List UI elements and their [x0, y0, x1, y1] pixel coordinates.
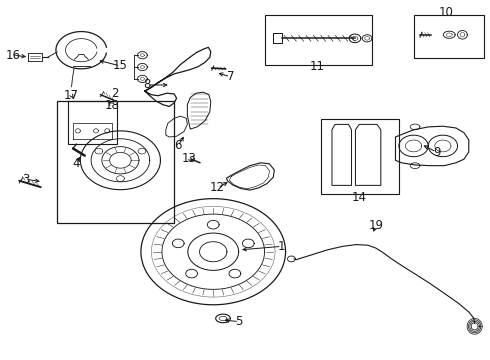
Polygon shape: [355, 125, 381, 185]
Bar: [68, 101, 117, 144]
Polygon shape: [395, 126, 469, 166]
Text: 10: 10: [439, 6, 454, 19]
Text: 14: 14: [351, 191, 367, 204]
Text: 4: 4: [73, 157, 80, 170]
Text: 11: 11: [310, 60, 325, 73]
Bar: [265, 15, 372, 65]
Bar: [321, 119, 399, 194]
Bar: [57, 101, 174, 223]
Text: 17: 17: [64, 89, 79, 102]
Text: 18: 18: [105, 99, 120, 112]
Polygon shape: [187, 92, 211, 129]
Text: 16: 16: [5, 49, 21, 62]
Polygon shape: [166, 116, 187, 137]
Polygon shape: [226, 163, 274, 190]
Text: 2: 2: [111, 87, 118, 100]
Polygon shape: [332, 125, 351, 185]
Text: 5: 5: [236, 315, 243, 328]
Text: 7: 7: [226, 70, 234, 83]
Text: 15: 15: [113, 59, 128, 72]
Text: 9: 9: [433, 145, 441, 158]
Text: 3: 3: [23, 173, 30, 186]
Text: 1: 1: [278, 240, 285, 253]
Text: 8: 8: [144, 78, 151, 91]
Text: 6: 6: [174, 139, 182, 152]
Text: 13: 13: [182, 152, 197, 165]
Text: 12: 12: [210, 181, 225, 194]
Text: 19: 19: [368, 219, 384, 233]
Bar: [414, 15, 485, 58]
